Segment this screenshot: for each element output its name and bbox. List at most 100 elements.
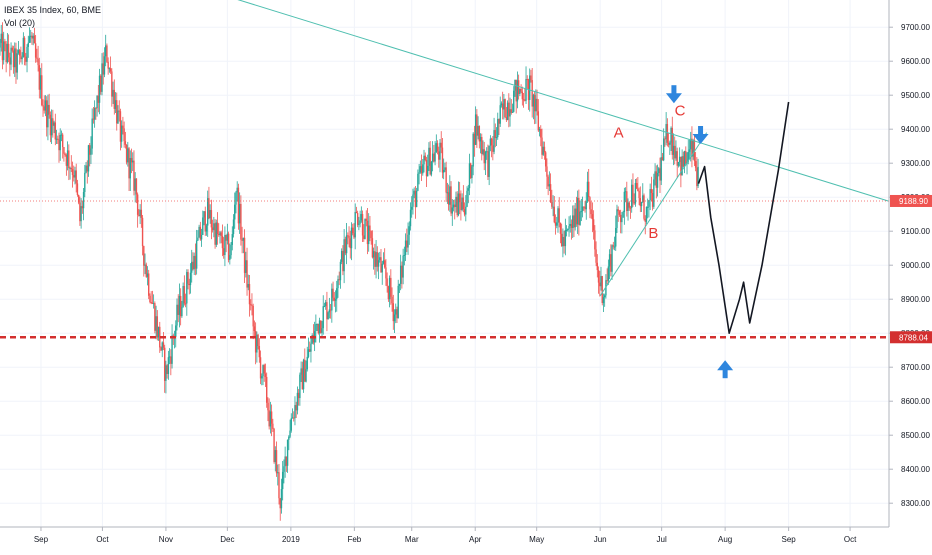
candle-up [343, 239, 345, 272]
candle-down [463, 209, 466, 215]
candle-down [252, 305, 254, 327]
candle-down [682, 156, 685, 167]
candle-up [568, 226, 570, 229]
candle-up [388, 277, 391, 300]
candle-down [570, 223, 573, 228]
candle-up [171, 335, 173, 364]
candle-up [430, 161, 433, 175]
y-axis[interactable]: 8300.008400.008500.008600.008700.008800.… [888, 0, 932, 527]
candle-up [80, 206, 82, 222]
candle-up [144, 264, 146, 266]
candle-up [191, 261, 193, 273]
candle-up [14, 48, 16, 68]
candle-down [285, 456, 288, 466]
candle-up [503, 99, 505, 110]
candle-down [97, 95, 100, 103]
candle-down [109, 68, 112, 72]
candle-down [135, 178, 138, 195]
candle-up [493, 130, 495, 152]
candle-down [199, 226, 202, 240]
candle-down [18, 50, 21, 56]
candle-down [273, 428, 275, 463]
candle-up [167, 357, 170, 374]
candle-down [141, 217, 144, 247]
candle-down [370, 230, 372, 239]
chart-drawings: A B C [0, 0, 890, 379]
candle-down [151, 302, 154, 304]
candle-down [425, 160, 428, 177]
candle-down [46, 100, 48, 128]
candle-up [624, 191, 627, 193]
candle-down [81, 206, 84, 209]
candle-down [558, 208, 560, 223]
candle-up [472, 133, 474, 167]
candle-up [482, 149, 484, 154]
candle-down [278, 472, 280, 499]
candle-up [209, 210, 211, 219]
candle-up [245, 260, 247, 273]
candle-up [203, 211, 205, 218]
x-tick-label: Mar [405, 535, 419, 544]
candle-up [621, 217, 623, 223]
candle-down [222, 248, 225, 256]
candle-down [544, 152, 547, 167]
candle-down [348, 235, 350, 239]
candle-up [291, 417, 294, 419]
candle-down [537, 111, 540, 131]
candle-up [28, 36, 31, 43]
candle-down [460, 202, 462, 211]
candle-down [100, 75, 102, 92]
candle-down [483, 149, 485, 164]
candle-up [178, 295, 181, 315]
candle-up [242, 237, 245, 241]
candle-down [49, 114, 52, 136]
support-trendline [599, 132, 708, 297]
candle-up [687, 151, 689, 162]
x-axis[interactable]: Sep Oct Nov Dec 2019 Feb Mar Apr May Jun Jul Aug Sep… [0, 526, 889, 544]
candlesticks [0, 22, 699, 521]
candle-up [134, 178, 136, 191]
candle-down [588, 181, 590, 198]
candle-up [431, 153, 434, 162]
candle-up [2, 41, 5, 61]
candle-down [436, 143, 439, 152]
candle-up [377, 260, 380, 267]
candle-down [505, 117, 508, 120]
candle-down [95, 108, 97, 110]
candle-up [16, 53, 18, 73]
x-tick-label: Oct [96, 535, 109, 544]
candle-down [15, 48, 17, 73]
candle-down [632, 184, 634, 202]
symbol-title[interactable]: IBEX 35 Index, 60, BME [4, 5, 102, 15]
y-tick-label: 8900.00 [901, 295, 930, 304]
candle-down [424, 155, 426, 161]
candle-up [305, 369, 307, 382]
candle-down [349, 238, 351, 249]
candle-up [506, 102, 509, 120]
candle-down [77, 194, 80, 203]
candle-down [54, 122, 57, 140]
candle-up [157, 326, 160, 338]
candle-down [521, 91, 524, 100]
candle-up [548, 184, 551, 187]
candle-up [466, 190, 468, 207]
candle-up [457, 193, 460, 216]
candle-down [150, 301, 152, 303]
candle-down [133, 160, 135, 191]
candle-down [438, 151, 440, 160]
candle-up [274, 450, 277, 463]
candle-up [418, 172, 420, 174]
candle-up [379, 257, 381, 261]
candle-down [257, 334, 259, 346]
candle-down [250, 304, 252, 306]
candle-down [361, 214, 364, 236]
candle-up [654, 171, 656, 180]
candle-up [393, 314, 396, 322]
candle-down [264, 373, 267, 377]
candle-up [318, 320, 321, 334]
candle-down [33, 35, 36, 44]
candle-down [106, 45, 108, 62]
volume-indicator-label[interactable]: Vol (20) [4, 18, 36, 28]
candle-up [294, 405, 296, 419]
